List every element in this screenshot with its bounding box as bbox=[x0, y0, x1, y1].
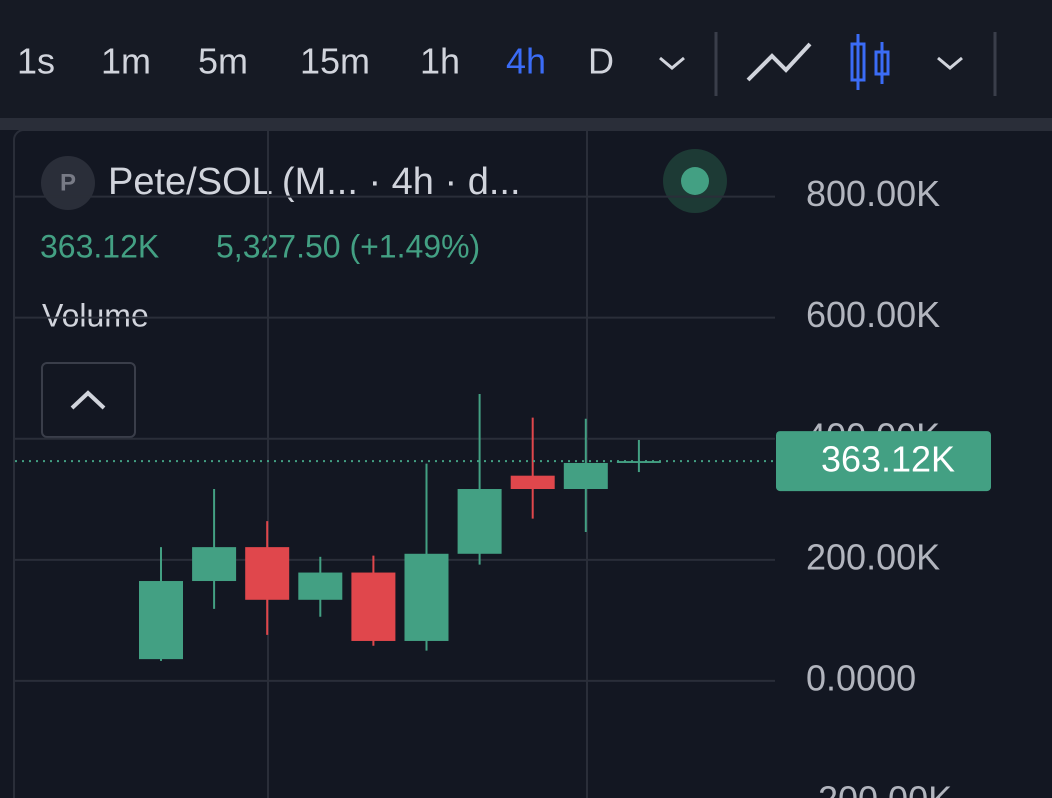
candle-body bbox=[245, 547, 290, 600]
candle-body bbox=[192, 547, 237, 582]
interval-button[interactable]: 1h bbox=[420, 41, 460, 82]
collapse-button[interactable] bbox=[41, 362, 136, 438]
y-tick-label: -200.00K bbox=[806, 779, 952, 798]
line-chart-icon[interactable] bbox=[746, 42, 812, 82]
candle-body bbox=[404, 553, 449, 641]
candle-body bbox=[510, 475, 555, 490]
last-price-label: 363.12K bbox=[821, 439, 955, 480]
indicator-name: Volume bbox=[42, 297, 149, 333]
y-tick-label: 600.00K bbox=[806, 294, 940, 335]
candle-chart-icon[interactable] bbox=[850, 34, 890, 90]
toolbar-divider bbox=[0, 118, 1052, 130]
change: 5,327.50 (+1.49%) bbox=[216, 228, 480, 264]
candle-body bbox=[139, 581, 183, 660]
interval-button[interactable]: 1m bbox=[101, 41, 151, 82]
interval-button[interactable]: 5m bbox=[198, 41, 248, 82]
candle-body bbox=[563, 462, 608, 490]
symbol-icon-letter: P bbox=[60, 169, 76, 196]
y-tick-label: 200.00K bbox=[806, 536, 940, 577]
status-dot bbox=[681, 167, 709, 195]
collapse-chevron bbox=[70, 390, 106, 410]
chart-type-dropdown[interactable] bbox=[937, 56, 963, 70]
candle-body bbox=[351, 572, 396, 641]
interval-button[interactable]: 1s bbox=[17, 41, 55, 82]
last-price-tag bbox=[776, 431, 991, 492]
interval-button[interactable]: D bbox=[588, 41, 614, 82]
interval-dropdown[interactable] bbox=[659, 56, 685, 70]
last-value: 363.12K bbox=[40, 228, 159, 264]
candle-body bbox=[298, 572, 343, 600]
interval-button[interactable]: 15m bbox=[300, 41, 370, 82]
y-tick-label: 0.0000 bbox=[806, 657, 916, 698]
y-tick-label: 800.00K bbox=[806, 173, 940, 214]
candle-body bbox=[457, 489, 502, 554]
interval-button[interactable]: 4h bbox=[506, 41, 546, 82]
